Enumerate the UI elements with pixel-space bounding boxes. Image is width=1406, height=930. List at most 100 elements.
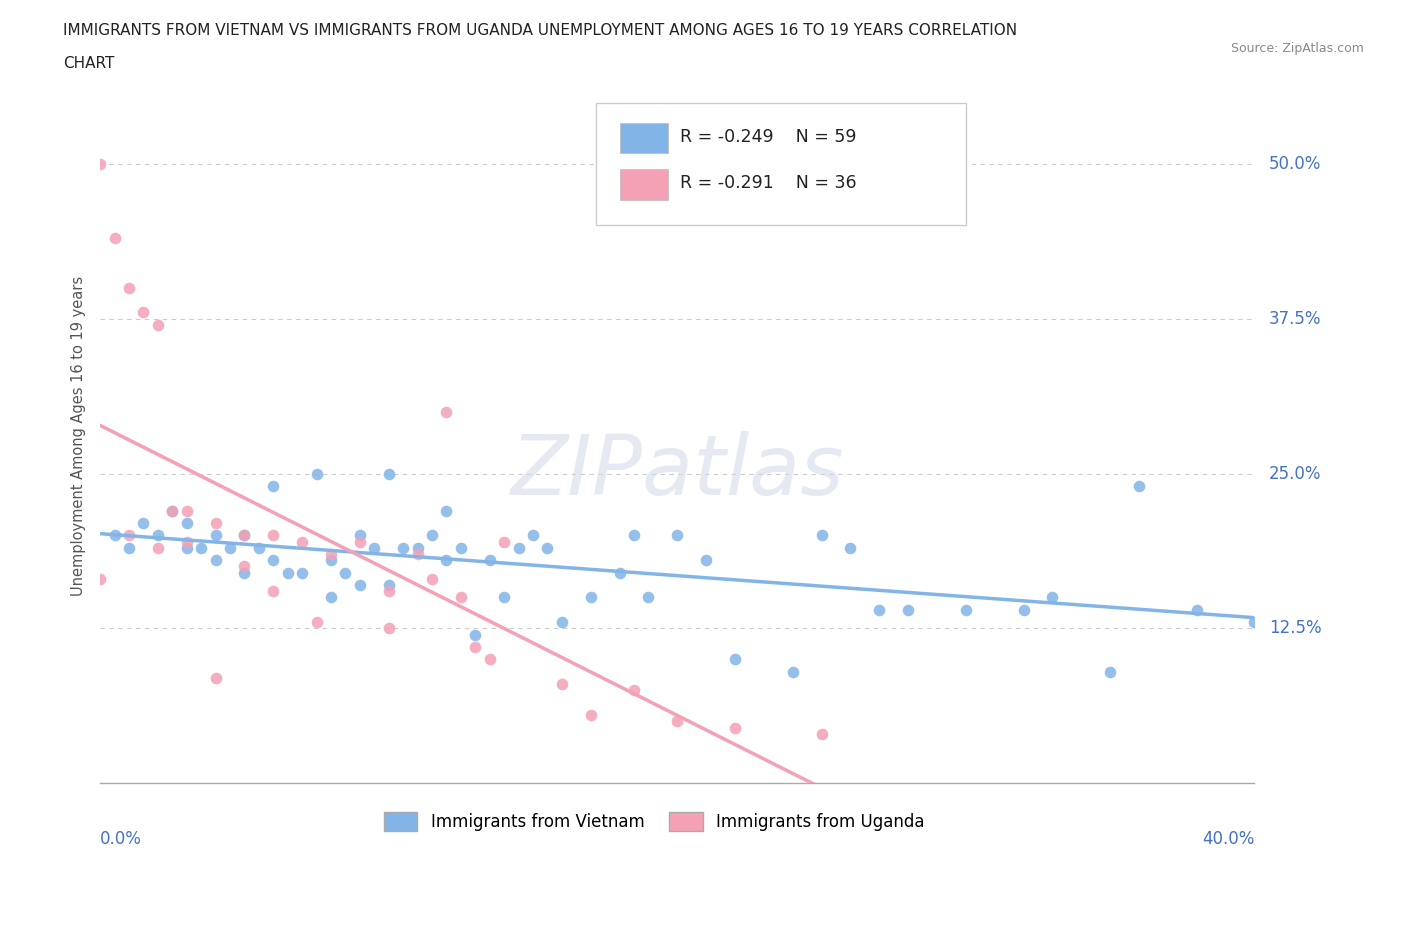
Text: R = -0.249    N = 59: R = -0.249 N = 59: [679, 127, 856, 146]
Point: [204, 528, 226, 543]
Point: [436, 503, 458, 518]
Point: [420, 571, 443, 586]
Point: [450, 540, 472, 555]
Point: [349, 534, 371, 549]
Point: [146, 528, 169, 543]
Point: [291, 565, 314, 580]
Point: [89, 571, 111, 586]
Point: [579, 590, 602, 604]
Point: [146, 317, 169, 332]
Point: [666, 714, 689, 729]
Point: [335, 565, 357, 580]
Point: [262, 584, 284, 599]
Point: [810, 726, 832, 741]
Point: [464, 640, 486, 655]
Text: 25.0%: 25.0%: [1268, 464, 1322, 483]
Text: 40.0%: 40.0%: [1202, 830, 1254, 848]
Point: [190, 540, 212, 555]
Point: [349, 578, 371, 592]
Point: [436, 405, 458, 419]
Point: [176, 534, 198, 549]
Text: 37.5%: 37.5%: [1268, 310, 1322, 327]
Point: [349, 528, 371, 543]
Text: 0.0%: 0.0%: [100, 830, 142, 848]
Point: [103, 528, 125, 543]
Point: [162, 503, 184, 518]
Point: [233, 559, 256, 574]
Point: [955, 603, 977, 618]
Point: [262, 478, 284, 493]
Legend: Immigrants from Vietnam, Immigrants from Uganda: Immigrants from Vietnam, Immigrants from…: [377, 804, 931, 837]
Point: [162, 503, 184, 518]
Point: [406, 540, 429, 555]
Point: [103, 231, 125, 246]
Point: [118, 528, 141, 543]
Text: CHART: CHART: [63, 56, 115, 71]
Point: [377, 466, 399, 481]
Point: [319, 590, 342, 604]
Point: [233, 528, 256, 543]
Point: [782, 664, 804, 679]
Text: 12.5%: 12.5%: [1268, 619, 1322, 637]
Point: [132, 515, 155, 530]
Text: Source: ZipAtlas.com: Source: ZipAtlas.com: [1230, 42, 1364, 55]
Point: [1012, 603, 1035, 618]
Point: [868, 603, 890, 618]
FancyBboxPatch shape: [620, 123, 668, 153]
Point: [579, 708, 602, 723]
Point: [377, 584, 399, 599]
Point: [494, 534, 516, 549]
Text: 50.0%: 50.0%: [1268, 154, 1322, 173]
Point: [1042, 590, 1064, 604]
Point: [305, 615, 328, 630]
Text: ZIPatlas: ZIPatlas: [510, 431, 844, 512]
Text: IMMIGRANTS FROM VIETNAM VS IMMIGRANTS FROM UGANDA UNEMPLOYMENT AMONG AGES 16 TO : IMMIGRANTS FROM VIETNAM VS IMMIGRANTS FR…: [63, 23, 1018, 38]
Point: [478, 652, 501, 667]
FancyBboxPatch shape: [596, 103, 966, 225]
Point: [204, 671, 226, 685]
Point: [319, 547, 342, 562]
Point: [176, 540, 198, 555]
Point: [118, 540, 141, 555]
Point: [724, 720, 747, 735]
Point: [262, 552, 284, 567]
Point: [204, 552, 226, 567]
Point: [724, 652, 747, 667]
Point: [623, 528, 645, 543]
Point: [118, 280, 141, 295]
Point: [247, 540, 270, 555]
Point: [377, 621, 399, 636]
Point: [623, 683, 645, 698]
Text: R = -0.291    N = 36: R = -0.291 N = 36: [679, 174, 856, 193]
Point: [233, 528, 256, 543]
Point: [262, 528, 284, 543]
Point: [609, 565, 631, 580]
Point: [436, 552, 458, 567]
Point: [637, 590, 659, 604]
Point: [176, 503, 198, 518]
Point: [522, 528, 544, 543]
Point: [1128, 478, 1150, 493]
Point: [392, 540, 415, 555]
Point: [420, 528, 443, 543]
Point: [132, 305, 155, 320]
Point: [204, 515, 226, 530]
Point: [176, 515, 198, 530]
Point: [450, 590, 472, 604]
Point: [536, 540, 558, 555]
Point: [219, 540, 242, 555]
Point: [377, 578, 399, 592]
Point: [1185, 603, 1208, 618]
Point: [1243, 615, 1265, 630]
FancyBboxPatch shape: [620, 169, 668, 200]
Point: [233, 565, 256, 580]
Point: [551, 615, 574, 630]
Point: [291, 534, 314, 549]
Point: [810, 528, 832, 543]
Point: [508, 540, 530, 555]
Point: [363, 540, 385, 555]
Point: [897, 603, 920, 618]
Point: [406, 547, 429, 562]
Y-axis label: Unemployment Among Ages 16 to 19 years: Unemployment Among Ages 16 to 19 years: [72, 276, 86, 596]
Point: [319, 552, 342, 567]
